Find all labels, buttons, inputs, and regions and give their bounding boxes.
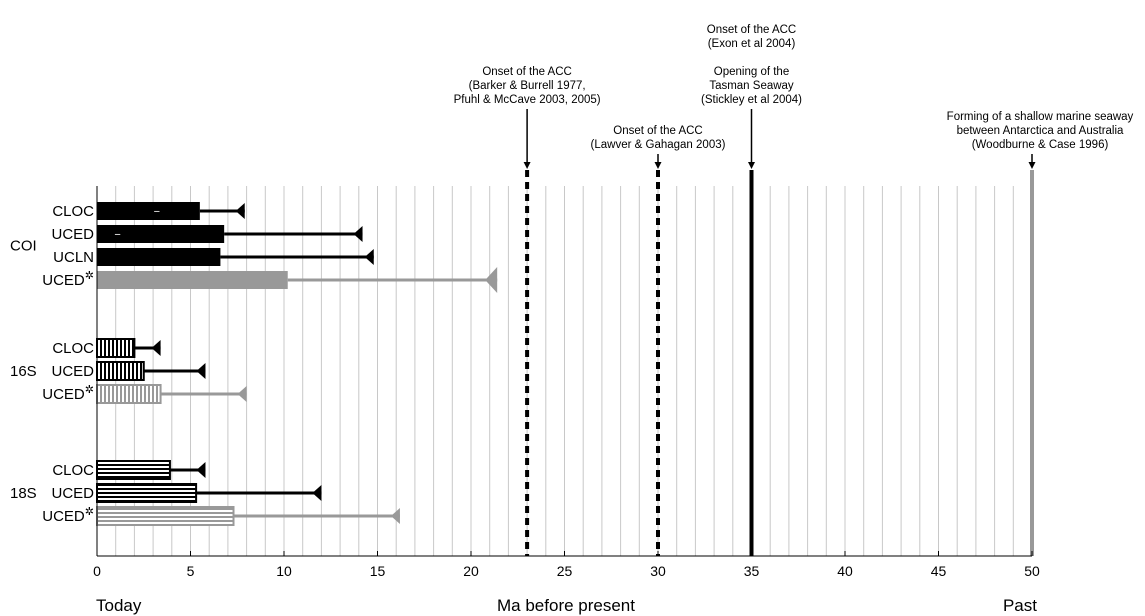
bar [96,506,235,526]
bar-label: UCED✲ [42,270,94,289]
x-axis: Today Ma before present Past 0 5 10 15 20 25 3… [93,186,1040,615]
group-label: 18S [10,485,37,502]
error-bar-cap [390,508,400,524]
bar-label: UCED [51,363,94,380]
x-axis-end-label: Past [1003,596,1037,615]
event-annotation-line: between Antarctica and Australia [957,125,1124,137]
bar [96,460,171,480]
x-tick-label: 0 [93,563,101,579]
bar [97,271,288,289]
bar-label-text: CLOC [52,462,94,479]
bar-label: UCED✲ [42,506,94,525]
x-tick-label: 30 [650,563,666,579]
event-annotation-line: (Woodburne & Case 1996) [972,139,1109,151]
bar-label: UCED [51,485,94,502]
error-bar-cap [364,249,374,265]
error-bar-cap [312,485,322,501]
x-axis-title: Ma before present [497,596,635,615]
event-annotation-line: (Lawver & Gahagan 2003) [591,139,726,151]
error-bar-cap [485,267,498,293]
event-annotation-line: (Exon et al 2004) [708,38,796,50]
event-arrow-head [654,162,662,169]
event-arrow-head [748,162,755,169]
bar-label-superscript: ✲ [85,270,94,282]
error-bar-cap [196,462,206,478]
bar-label-text: UCED [51,226,94,243]
event-annotation: Onset of the ACC (Exon et al 2004) Opening… [701,24,802,106]
x-tick-label: 5 [187,563,195,579]
event-markers: Onset of the ACC (Barker & Burrell 1977, P… [454,24,1134,556]
event-annotation-line: Onset of the ACC [707,24,797,36]
event-annotation-line: Opening of the [714,66,789,78]
bar-label-text: CLOC [52,203,94,220]
event-annotation: Onset of the ACC (Lawver & Gahagan 2003) [591,125,726,151]
x-tick-label: 45 [931,563,947,579]
bar [96,384,162,404]
bar-series: COI−CLOC−UCEDUCLNUCED✲16SCLOCUCEDUCED✲18… [10,202,498,526]
event-annotation-line: Tasman Seaway [709,80,794,92]
event-annotation: Onset of the ACC (Barker & Burrell 1977, P… [454,66,601,106]
event-arrow-head [1028,162,1036,169]
bar-label: UCED✲ [42,384,94,403]
x-tick-label: 35 [744,563,760,579]
group-label: 16S [10,363,37,380]
event-annotation-line: (Stickley et al 2004) [701,94,802,106]
error-bar-cap [235,203,245,219]
bar [96,338,136,358]
bar-label: CLOC [52,203,94,220]
grid-lines [115,186,1014,556]
bar [96,483,198,503]
x-tick-label: 20 [463,563,479,579]
event-annotation-line: Onset of the ACC [613,125,703,137]
group-label: COI [10,238,37,255]
bar [97,202,200,220]
event-arrow-head [523,162,531,169]
bar-label-text: CLOC [52,340,94,357]
x-tick-label: 40 [837,563,853,579]
bar-label-superscript: ✲ [85,384,94,396]
bar-label-text: UCED [42,386,85,403]
bar-label: CLOC [52,462,94,479]
x-tick-label: 15 [370,563,386,579]
bar-label: UCLN [53,249,94,266]
bar [96,361,145,381]
error-bar-cap [151,340,161,356]
bar-label-text: UCED [51,363,94,380]
error-bar-cap [237,386,247,402]
bar-label-superscript: ✲ [85,506,94,518]
error-bar-cap [353,226,363,242]
event-annotation-line: Onset of the ACC [482,66,572,78]
x-tick-label: 50 [1024,563,1040,579]
bar-marker: − [114,229,120,241]
event-annotation-line: Forming of a shallow marine seaway [947,111,1134,123]
bar-marker: − [154,206,160,218]
bar-label-text: UCLN [53,249,94,266]
error-bar-cap [196,363,206,379]
event-annotation: Forming of a shallow marine seaway betwee… [947,111,1134,151]
x-tick-label: 25 [557,563,573,579]
bar-label-text: UCED [42,508,85,525]
bar [97,225,225,243]
bar-label: CLOC [52,340,94,357]
x-tick-label: 10 [276,563,292,579]
bar-label: UCED [51,226,94,243]
bar-label-text: UCED [42,272,85,289]
bar-label-text: UCED [51,485,94,502]
x-axis-start-label: Today [96,596,142,615]
event-annotation-line: Pfuhl & McCave 2003, 2005) [454,94,601,106]
bar [97,248,221,266]
event-annotation-line: (Barker & Burrell 1977, [469,80,586,92]
